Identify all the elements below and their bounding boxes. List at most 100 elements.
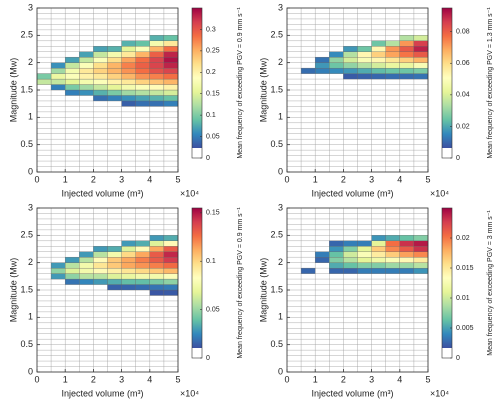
heat-cell	[399, 262, 415, 269]
heat-cell	[135, 46, 150, 52]
heat-cell	[371, 46, 386, 52]
heat-cell	[121, 240, 136, 247]
heat-cell	[343, 67, 358, 74]
heat-cell	[399, 235, 415, 241]
y-tick-label: 2.5	[270, 230, 283, 240]
y-tick-label: 0	[28, 166, 33, 176]
heat-cell	[399, 257, 415, 263]
heat-cell	[385, 246, 400, 252]
heat-cell	[315, 57, 330, 63]
heat-cell	[385, 57, 400, 63]
heat-cell	[121, 73, 136, 80]
heat-cell	[121, 100, 136, 107]
colorbar-tick-label: 0.02	[456, 235, 470, 242]
heat-cell	[343, 257, 358, 263]
heat-cell	[50, 267, 66, 274]
heat-cell	[385, 40, 400, 47]
heat-cell	[121, 246, 136, 252]
y-tick-label: 0	[278, 366, 283, 376]
heat-cell	[399, 73, 415, 80]
heat-cell	[149, 40, 165, 47]
y-tick-label: 2.5	[20, 230, 33, 240]
x-tick-label: 2	[91, 174, 96, 184]
y-tick-label: 2	[278, 57, 283, 67]
x-tick-label: 2	[341, 374, 346, 384]
heat-cell	[135, 73, 150, 80]
heat-cell	[399, 62, 415, 69]
heat-cell	[121, 95, 136, 102]
heat-cell	[79, 51, 94, 58]
colorbar-tick-label: 0	[456, 155, 460, 162]
x-multiplier: ×10⁴	[180, 388, 199, 398]
x-tick-label: 2	[91, 374, 96, 384]
y-tick-label: 1	[28, 112, 33, 122]
x-tick-label: 4	[397, 374, 402, 384]
heat-cell	[79, 62, 94, 69]
heat-cell	[93, 84, 108, 91]
heat-cell	[399, 240, 415, 247]
heat-cell	[163, 235, 179, 241]
heat-cell	[385, 67, 400, 74]
heat-cell	[399, 267, 415, 274]
heat-cell	[93, 57, 108, 63]
heat-cell	[79, 73, 94, 80]
colorbar-tick-label: 0	[456, 355, 460, 362]
colorbar-frame	[441, 7, 453, 159]
x-tick-label: 1	[63, 374, 68, 384]
colorbar-tick-label: 0.05	[206, 133, 220, 140]
heat-cell	[135, 67, 150, 74]
colorbar	[192, 8, 202, 148]
x-multiplier: ×10⁴	[430, 188, 449, 198]
heat-cell	[315, 257, 330, 263]
heat-cell	[163, 95, 179, 102]
heat-cell	[371, 73, 386, 80]
heat-cell	[65, 273, 80, 280]
heat-cell	[93, 89, 108, 96]
heat-cell	[163, 289, 179, 296]
heat-cell	[50, 262, 66, 269]
y-tick-label: 0.5	[20, 139, 33, 149]
x-tick-label: 3	[119, 374, 124, 384]
heat-cell	[135, 100, 150, 107]
heat-cell	[121, 278, 136, 285]
heat-cell	[371, 67, 386, 74]
y-axis-label: Magnitude (Mw)	[8, 258, 18, 323]
heat-cell	[135, 240, 150, 247]
colorbar-frame	[441, 207, 453, 359]
heat-cell	[163, 51, 179, 58]
heat-cell	[385, 62, 400, 69]
colorbar-tick-label: 0.1	[206, 258, 216, 265]
x-tick-label: 0	[34, 374, 39, 384]
colorbar	[442, 208, 452, 348]
y-tick-label: 3	[278, 2, 283, 12]
heat-cell	[413, 240, 429, 247]
heat-cell	[121, 273, 136, 280]
y-tick-label: 0	[278, 166, 283, 176]
heat-cell	[107, 284, 122, 291]
heat-cell	[50, 273, 66, 280]
heat-cell	[357, 57, 372, 63]
heat-cell	[79, 89, 94, 96]
y-tick-label: 1	[278, 312, 283, 322]
heat-cell	[135, 62, 150, 69]
colorbar-tick-label: 0.15	[206, 91, 220, 98]
heat-cell	[107, 257, 122, 263]
heat-cell	[79, 257, 94, 263]
heat-cell	[163, 57, 179, 63]
colorbar-tick-label: 0.2	[206, 69, 216, 76]
heat-cell	[93, 78, 108, 85]
heat-cell	[93, 51, 108, 58]
x-tick-label: 3	[369, 174, 374, 184]
colorbar-zero	[442, 348, 452, 358]
colorbar-tick-label: 0.1	[206, 112, 216, 119]
heat-cell	[163, 246, 179, 252]
heat-cell	[135, 251, 150, 258]
heat-cell	[93, 278, 108, 285]
heat-cell	[121, 46, 136, 52]
y-tick-label: 3	[28, 202, 33, 212]
heat-cell	[107, 95, 122, 102]
heat-cell	[163, 240, 179, 247]
heat-cell	[343, 51, 358, 58]
heat-cell	[65, 73, 80, 80]
